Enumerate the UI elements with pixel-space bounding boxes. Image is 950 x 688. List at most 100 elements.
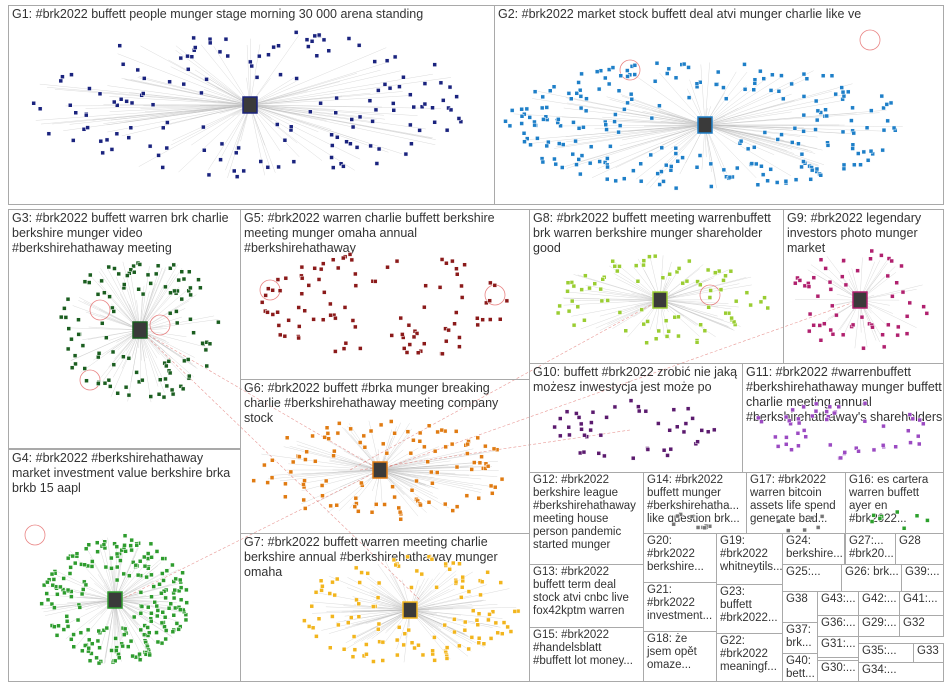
group-panel-g40[interactable]: G40: bett...: [782, 653, 818, 682]
edge-line: [325, 606, 411, 611]
edge-line: [704, 124, 793, 150]
group-panel-g4[interactable]: G4: #brk2022 #berkshirehathaway market i…: [8, 449, 241, 682]
edge-line: [553, 124, 706, 149]
edge-line: [379, 453, 430, 471]
group-panel-g24[interactable]: G24: berkshire...: [782, 533, 845, 565]
group-label-g38: G38: [786, 593, 808, 605]
group-panel-g29[interactable]: G29:...: [858, 615, 900, 637]
group-label-g28: G28: [899, 535, 921, 547]
group-panel-g22[interactable]: G22: #brk2022 meaningf...: [716, 633, 783, 682]
edge-line: [572, 124, 706, 164]
edge-line: [634, 75, 706, 126]
edge-line: [409, 609, 485, 648]
group-panel-g39[interactable]: G39:...: [901, 564, 944, 592]
group-panel-g9[interactable]: G9: #brk2022 legendary investors photo m…: [783, 209, 944, 364]
edge-line: [110, 329, 141, 397]
edge-line: [700, 64, 706, 126]
edge-line: [107, 85, 251, 106]
group-panel-g21[interactable]: G21: #brk2022 investment...: [643, 582, 717, 632]
edge-line: [70, 327, 141, 331]
edge-line: [379, 448, 474, 471]
group-panel-g14[interactable]: G14: #brk2022 buffett munger #berkshireh…: [643, 472, 747, 534]
group-panel-g31[interactable]: G31:...: [817, 636, 859, 658]
edge-line: [704, 124, 813, 152]
edge-line: [345, 609, 411, 629]
group-panel-g41[interactable]: G41:...: [899, 591, 944, 616]
edge-line: [379, 460, 451, 471]
group-panel-g7[interactable]: G7: #brk2022 buffett warren meeting char…: [240, 533, 530, 682]
group-panel-g28[interactable]: G28: [895, 533, 944, 565]
group-label-g39: G39:...: [905, 566, 940, 578]
group-panel-g19[interactable]: G19: #brk2022 whitneytils...: [716, 533, 783, 585]
edge-line: [49, 572, 116, 601]
edge-line: [82, 329, 141, 341]
edge-line: [140, 104, 251, 109]
group-label-g43: G43:...: [821, 593, 856, 605]
group-panel-g32[interactable]: G32: [899, 615, 944, 637]
edge-line: [335, 609, 411, 623]
group-label-g22: G22: #brk2022 meaningf...: [720, 635, 777, 673]
edge-line: [70, 329, 141, 362]
group-panel-g16[interactable]: G16: es cartera warren buffett ayer en #…: [845, 472, 944, 534]
edge-line: [704, 90, 832, 126]
group-panel-g43[interactable]: G43:...: [817, 591, 859, 616]
edge-line: [379, 453, 466, 471]
group-label-g29: G29:...: [862, 617, 897, 629]
group-panel-g13[interactable]: G13: #brk2022 buffett term deal stock at…: [529, 564, 644, 628]
group-panel-g17[interactable]: G17: #brk2022 warren bitcoin assets life…: [746, 472, 846, 534]
group-panel-g36[interactable]: G36:...: [817, 615, 859, 637]
group-panel-g15[interactable]: G15: #brk2022 #handelsblatt #buffett lot…: [529, 627, 644, 682]
edge-line: [704, 71, 737, 126]
group-panel-g42[interactable]: G42:...: [858, 591, 900, 616]
group-panel-g27[interactable]: G27:... #brk20...: [845, 533, 896, 565]
group-panel-g8[interactable]: G8: #brk2022 buffett meeting warrenbuffe…: [529, 209, 784, 364]
group-panel-g1[interactable]: G1: #brk2022 buffett people munger stage…: [8, 5, 495, 205]
edge-line: [704, 62, 710, 126]
edge-line: [105, 599, 116, 658]
edge-line: [704, 124, 819, 166]
group-panel-g30[interactable]: G30:...: [817, 660, 859, 682]
edge-line: [246, 44, 251, 106]
group-panel-g25[interactable]: G25:...: [782, 564, 842, 592]
group-panel-g6[interactable]: G6: #brk2022 buffett #brka munger breaki…: [240, 379, 530, 534]
edge-line: [114, 597, 164, 601]
edge-line: [352, 609, 411, 639]
edge-line: [249, 90, 308, 106]
edge-line: [379, 469, 435, 479]
edge-line: [69, 104, 251, 125]
edge-line: [139, 288, 189, 331]
edge-line: [620, 94, 706, 126]
group-panel-g12[interactable]: G12: #brk2022 berkshire league #berkshir…: [529, 472, 644, 565]
group-label-g10: G10: buffett #brk2022 zrobić nie jaką mo…: [533, 365, 738, 394]
group-panel-g5[interactable]: G5: #brk2022 warren charlie buffett berk…: [240, 209, 530, 380]
group-panel-g33[interactable]: G33: [913, 643, 944, 663]
group-label-g14: G14: #brk2022 buffett munger #berkshireh…: [647, 474, 740, 525]
edge-line: [704, 124, 853, 135]
edge-line: [409, 603, 498, 611]
group-panel-g34[interactable]: G34:...: [858, 662, 944, 682]
group-panel-g2[interactable]: G2: #brk2022 market stock buffett deal a…: [494, 5, 944, 205]
edge-line: [114, 599, 122, 662]
edge-line: [139, 329, 198, 369]
edge-line: [249, 47, 387, 106]
edge-line: [249, 38, 252, 106]
edge-line: [249, 77, 452, 106]
group-panel-g26[interactable]: G26: brk...: [841, 564, 902, 592]
group-panel-g20[interactable]: G20: #brk2022 berkshire...: [643, 533, 717, 583]
group-panel-g18[interactable]: G18: że jsem opět omaze...: [643, 631, 717, 682]
group-label-g4: G4: #brk2022 #berkshirehathaway market i…: [12, 451, 231, 495]
edge-line: [249, 104, 271, 170]
group-panel-g23[interactable]: G23: buffett #brk2022...: [716, 584, 783, 634]
edge-line: [249, 35, 300, 106]
group-panel-g38[interactable]: G38: [782, 591, 818, 623]
edge-line: [137, 77, 251, 106]
edge-line: [279, 469, 381, 482]
group-panel-g37[interactable]: G37: brk...: [782, 622, 818, 654]
edge-line: [249, 104, 442, 109]
group-panel-g11[interactable]: G11: #brk2022 #warrenbuffett #berkshireh…: [742, 363, 944, 473]
group-label-g9: G9: #brk2022 legendary investors photo m…: [787, 211, 922, 255]
group-panel-g10[interactable]: G10: buffett #brk2022 zrobić nie jaką mo…: [529, 363, 743, 473]
group-panel-g35[interactable]: G35:...: [858, 643, 914, 663]
group-panel-g3[interactable]: G3: #brk2022 buffett warren brk charlie …: [8, 209, 241, 449]
